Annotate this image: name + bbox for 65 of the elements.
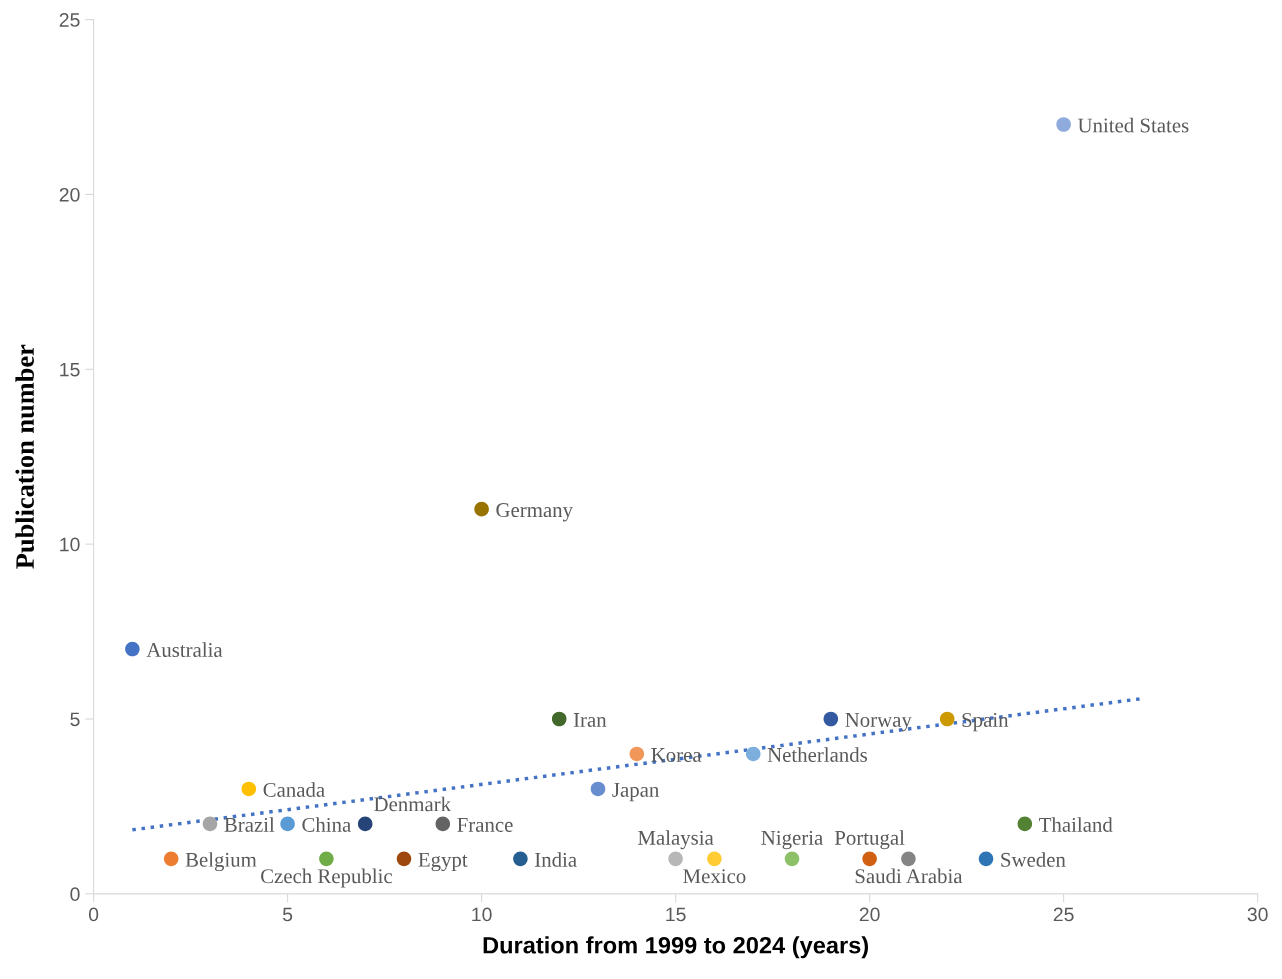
series-label: Japan (612, 783, 660, 802)
point (551, 711, 567, 727)
series-label: Australia (146, 642, 223, 658)
y-tick-label: 10 (60, 537, 80, 552)
point (357, 816, 373, 832)
series-label: India (535, 852, 577, 867)
series-label: Spain (962, 712, 1009, 732)
point (978, 851, 994, 867)
series-label: Brazil (224, 817, 275, 832)
point (319, 851, 334, 867)
x-tick-label: 10 (472, 907, 492, 922)
y-tick-label: 15 (60, 362, 80, 377)
series-label: Canada (263, 782, 325, 797)
series-label: Iran (573, 713, 607, 727)
point (707, 851, 722, 867)
y-axis-title: Publication number (15, 344, 35, 569)
point (784, 851, 800, 867)
point (435, 816, 451, 832)
x-tick-label: 0 (88, 907, 99, 922)
y-tick-label: 20 (59, 187, 80, 202)
series-label: Sweden (1001, 852, 1066, 867)
point (202, 816, 218, 832)
series-label: Egypt (418, 852, 468, 872)
y-tick-label: 5 (70, 712, 80, 727)
point (474, 501, 489, 517)
series-label: Germany (496, 503, 573, 522)
series-label: Thailand (1039, 817, 1113, 832)
point (396, 851, 412, 867)
series-label: China (302, 817, 351, 832)
series-label: Nigeria (761, 830, 823, 850)
series-label: Netherlands (767, 747, 868, 762)
x-tick-label: 20 (859, 907, 880, 922)
series-label: France (457, 818, 513, 832)
point (1017, 816, 1033, 832)
point (125, 641, 140, 657)
x-tick-label: 25 (1053, 907, 1074, 922)
point (745, 746, 761, 762)
series-label: Mexico (683, 869, 746, 884)
series-label: United States (1077, 117, 1189, 133)
point (513, 851, 528, 867)
series-label: Korea (651, 748, 702, 762)
point (280, 816, 295, 832)
point (668, 851, 683, 867)
x-tick-label: 5 (282, 907, 293, 922)
point (629, 746, 645, 762)
series-label: Saudi Arabia (855, 868, 963, 884)
point (590, 781, 606, 797)
point (823, 711, 839, 727)
series-label: Belgium (185, 852, 257, 872)
point (163, 851, 179, 867)
point (939, 711, 955, 727)
series-label: Denmark (374, 796, 452, 812)
y-tick-label: 25 (59, 13, 80, 27)
point (241, 781, 257, 797)
series-label: Portugal (834, 830, 905, 850)
x-tick-label: 15 (666, 907, 686, 922)
series-label: Czech Republic (261, 868, 392, 888)
point (901, 851, 916, 867)
x-tick-label: 30 (1247, 907, 1268, 922)
point (862, 851, 877, 867)
x-axis-title: Duration from 1999 to 2024 (years) (483, 936, 869, 959)
point (1056, 117, 1071, 132)
series-label: Norway (845, 713, 912, 732)
series-label: Malaysia (638, 830, 714, 850)
y-tick-label: 0 (70, 887, 80, 902)
